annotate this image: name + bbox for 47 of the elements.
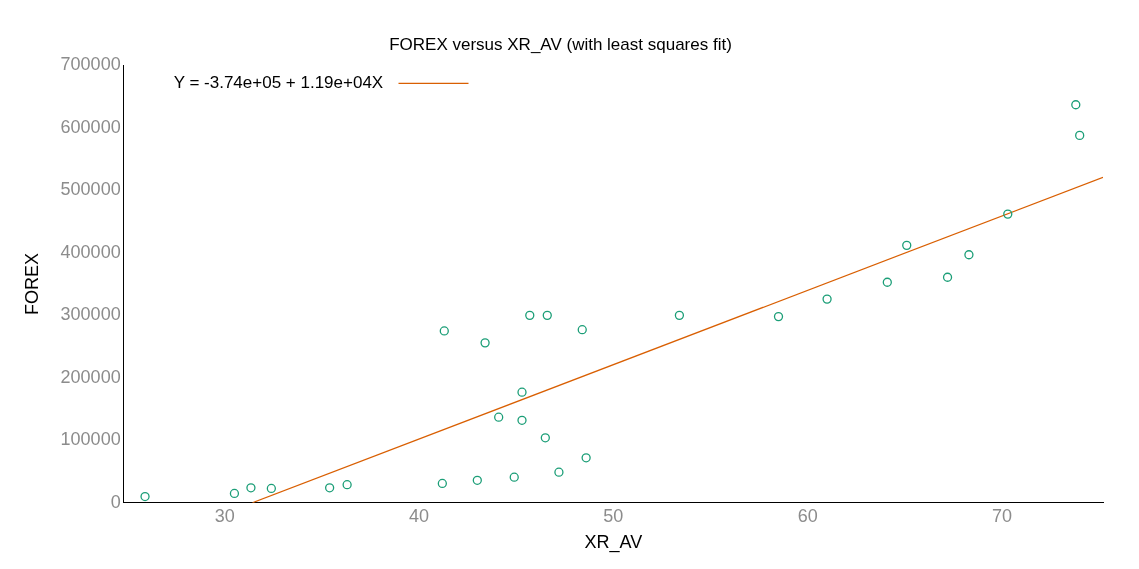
point <box>266 483 276 494</box>
x-axis-title: XR_AV <box>584 532 643 554</box>
x-tick-label: 60 <box>797 505 818 526</box>
point <box>674 310 685 320</box>
y-tick-label: 100000 <box>60 429 121 450</box>
point <box>1075 130 1085 141</box>
x-tick-label: 70 <box>991 505 1012 526</box>
point <box>822 294 832 304</box>
y-tick-label: 0 <box>110 491 121 512</box>
point <box>472 475 482 485</box>
point <box>1003 209 1013 219</box>
point <box>509 472 519 482</box>
legend-label: Y = -3.74e+05 + 1.19e+04X <box>173 73 384 93</box>
point <box>554 467 564 477</box>
point <box>540 433 550 443</box>
point <box>140 491 150 502</box>
point <box>324 483 335 493</box>
chart-title: FOREX versus XR_AV (with least squares fit) <box>389 34 732 54</box>
point <box>480 338 490 348</box>
point <box>882 277 892 287</box>
point <box>942 272 953 282</box>
point <box>525 310 535 320</box>
point <box>964 250 974 260</box>
y-tick-label: 200000 <box>60 366 121 387</box>
y-tick-label: 400000 <box>60 241 121 262</box>
y-tick-label: 500000 <box>60 179 121 200</box>
y-tick-label: 600000 <box>60 116 121 137</box>
point <box>902 240 912 251</box>
y-tick-label: 700000 <box>60 54 121 75</box>
point <box>494 412 504 422</box>
point <box>342 480 352 490</box>
point <box>517 387 527 397</box>
point <box>773 311 784 322</box>
point <box>577 325 587 335</box>
y-tick-label: 300000 <box>60 304 121 325</box>
point <box>581 453 591 463</box>
y-axis-title: FOREX <box>21 253 42 316</box>
point <box>229 488 240 499</box>
point <box>542 310 552 320</box>
point <box>246 483 256 493</box>
x-tick-label: 30 <box>214 505 235 526</box>
point <box>517 415 527 425</box>
point <box>1071 100 1081 110</box>
x-tick-label: 50 <box>603 505 624 526</box>
x-tick-label: 40 <box>409 505 430 526</box>
point <box>439 326 449 336</box>
point <box>437 478 447 489</box>
